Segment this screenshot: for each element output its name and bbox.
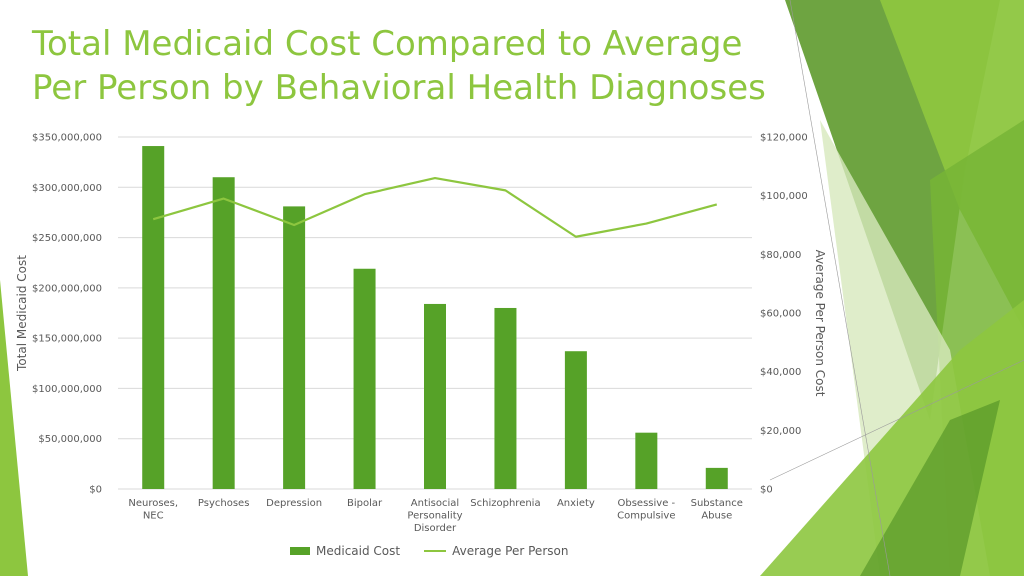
y-tick-label: $200,000,000 <box>32 283 102 294</box>
y2-tick-label: $60,000 <box>760 309 801 320</box>
bar <box>142 146 165 489</box>
y2-tick-label: $20,000 <box>760 426 801 437</box>
legend-label-medicaid-cost: Medicaid Cost <box>316 544 401 558</box>
x-tick-label: Psychoses <box>198 498 250 509</box>
y-tick-label: $100,000,000 <box>32 384 102 395</box>
deco-line-1 <box>789 0 891 576</box>
y-tick-label: $250,000,000 <box>32 233 102 244</box>
x-tick-label: Anxiety <box>557 498 595 509</box>
x-tick-label: Schizophrenia <box>470 498 540 509</box>
y2-tick-label: $100,000 <box>760 191 808 202</box>
y2-tick-label: $120,000 <box>760 133 808 144</box>
bar <box>424 303 446 489</box>
legend-swatch-line <box>424 550 447 552</box>
chart-title-line-1: Total Medicaid Cost Compared to Average <box>32 24 743 64</box>
x-tick-label: Obsessive - <box>618 498 676 509</box>
bar <box>494 307 517 489</box>
bar <box>635 432 658 489</box>
chart-title-line-2: Per Person by Behavioral Health Diagnose… <box>32 68 766 108</box>
x-tick-label: Depression <box>266 498 322 509</box>
bar <box>705 467 728 489</box>
chart-legend: Medicaid Cost Average Per Person <box>290 543 592 559</box>
x-tick-label: Disorder <box>414 523 457 534</box>
y-tick-label: $50,000,000 <box>38 434 102 445</box>
x-tick-label: Abuse <box>701 511 732 522</box>
bar <box>564 351 587 489</box>
x-tick-label: Compulsive <box>617 511 675 522</box>
x-tick-label: Antisocial <box>411 498 459 509</box>
bar <box>283 206 306 489</box>
x-tick-label: Bipolar <box>347 498 383 509</box>
bar <box>353 268 376 489</box>
legend-label-average-per-person: Average Per Person <box>452 544 569 558</box>
deco-line-2 <box>769 359 1024 481</box>
x-tick-label: Substance <box>691 498 743 509</box>
x-tick-label: Neuroses, <box>128 498 178 509</box>
chart-title: Total Medicaid Cost Compared to Average … <box>32 22 792 110</box>
deco-shape-bottom-left <box>0 280 28 576</box>
bar <box>212 177 235 489</box>
legend-item-medicaid-cost: Medicaid Cost <box>290 544 400 558</box>
y-tick-label: $350,000,000 <box>32 133 102 144</box>
legend-swatch-bar <box>290 547 310 555</box>
deco-shape-bottom-right-dark <box>860 400 1000 576</box>
x-tick-label: Personality <box>407 511 462 522</box>
legend-item-average-per-person: Average Per Person <box>424 544 568 558</box>
y-tick-label: $300,000,000 <box>32 183 102 194</box>
y-tick-label: $0 <box>89 485 102 496</box>
y-tick-label: $150,000,000 <box>32 334 102 345</box>
x-tick-label: NEC <box>143 511 164 522</box>
y2-tick-label: $0 <box>760 485 773 496</box>
y2-tick-label: $40,000 <box>760 367 801 378</box>
y2-tick-label: $80,000 <box>760 250 801 261</box>
y-axis-title: Total Medicaid Cost <box>15 255 29 372</box>
y2-axis-title: Average Per Person Cost <box>813 250 827 397</box>
